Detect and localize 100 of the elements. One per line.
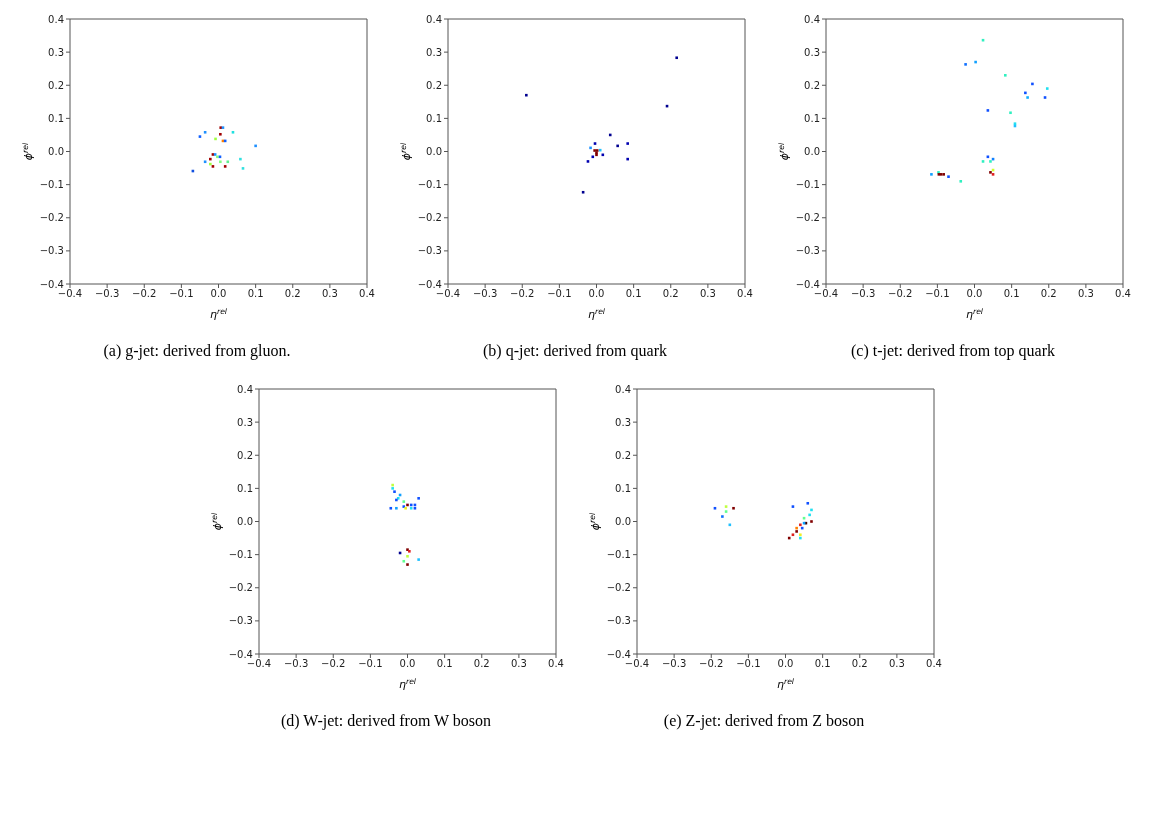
y-tick-label: 0.2 bbox=[426, 79, 442, 91]
x-axis-title: η$^{rel}$ bbox=[965, 306, 984, 321]
x-tick-label: 0.4 bbox=[1115, 288, 1131, 300]
x-tick-label: 0.4 bbox=[926, 658, 942, 670]
x-tick-label: −0.4 bbox=[57, 288, 83, 300]
y-tick-label: 0.4 bbox=[615, 383, 631, 395]
x-tick-label: 0.3 bbox=[510, 658, 527, 670]
x-tick-label: −0.1 bbox=[925, 288, 950, 300]
x-tick-label: 0.0 bbox=[966, 288, 983, 300]
y-tick-label: 0.2 bbox=[615, 449, 631, 461]
y-tick-label: 0.2 bbox=[237, 449, 253, 461]
point bbox=[1004, 74, 1007, 77]
point bbox=[626, 142, 629, 145]
y-tick-label: 0.2 bbox=[804, 79, 820, 91]
y-tick-label: 0.0 bbox=[237, 516, 253, 528]
y-tick-label: 0.4 bbox=[237, 383, 253, 395]
point bbox=[675, 56, 678, 60]
y-tick-label: −0.4 bbox=[795, 278, 820, 290]
x-tick-label: 0.3 bbox=[888, 658, 905, 670]
x-tick-label: −0.1 bbox=[736, 658, 761, 670]
y-tick-label: 0.2 bbox=[48, 79, 64, 91]
x-tick-label: −0.3 bbox=[661, 658, 687, 670]
x-tick-label: 0.1 bbox=[436, 658, 453, 670]
y-tick-label: 0.4 bbox=[426, 13, 442, 25]
x-tick-label: 0.2 bbox=[1040, 288, 1057, 300]
y-tick-label: −0.3 bbox=[417, 245, 442, 257]
point bbox=[806, 501, 810, 505]
y-tick-label: 0.0 bbox=[48, 146, 64, 158]
x-tick-label: −0.2 bbox=[699, 658, 724, 670]
text: (c) t-jet: derived from top quark bbox=[850, 342, 1056, 360]
y-tick-label: 0.1 bbox=[237, 482, 253, 494]
x-tick-label: −0.4 bbox=[246, 658, 272, 670]
point bbox=[732, 506, 735, 510]
x-tick-label: −0.3 bbox=[850, 288, 876, 300]
x-tick-label: 0.1 bbox=[625, 288, 642, 300]
x-tick-label: 0.2 bbox=[851, 658, 868, 670]
y-tick-label: 0.3 bbox=[804, 46, 820, 58]
x-tick-label: −0.4 bbox=[435, 288, 461, 300]
x-tick-label: −0.1 bbox=[547, 288, 572, 300]
x-tick-label: 0.3 bbox=[699, 288, 716, 300]
point bbox=[1026, 96, 1029, 99]
y-tick-label: 0.0 bbox=[804, 146, 820, 158]
point bbox=[1009, 111, 1012, 115]
x-tick-label: −0.3 bbox=[94, 288, 120, 300]
text: (e) Z-jet: derived from Z boson bbox=[662, 712, 866, 730]
y-tick-label: 0.4 bbox=[48, 13, 64, 25]
x-tick-label: 0.0 bbox=[777, 658, 794, 670]
y-tick-label: −0.2 bbox=[795, 212, 820, 224]
text: (a) g-jet: derived from gluon. bbox=[102, 342, 292, 360]
y-tick-label: −0.3 bbox=[795, 245, 820, 257]
x-axis-title: η$^{rel}$ bbox=[209, 306, 228, 321]
x-tick-label: −0.1 bbox=[358, 658, 383, 670]
point bbox=[1045, 87, 1049, 90]
y-tick-label: −0.2 bbox=[417, 212, 442, 224]
x-tick-label: −0.3 bbox=[283, 658, 309, 670]
point bbox=[721, 515, 724, 518]
x-tick-label: 0.3 bbox=[321, 288, 338, 300]
point bbox=[406, 563, 409, 566]
y-tick-label: 0.3 bbox=[426, 46, 442, 58]
y-tick-label: −0.1 bbox=[417, 179, 442, 191]
x-tick-label: 0.2 bbox=[473, 658, 490, 670]
y-tick-label: −0.2 bbox=[606, 582, 631, 594]
y-tick-label: 0.1 bbox=[804, 112, 820, 124]
x-tick-label: −0.2 bbox=[321, 658, 346, 670]
point bbox=[959, 180, 963, 183]
x-tick-label: −0.4 bbox=[624, 658, 650, 670]
point bbox=[395, 506, 398, 510]
x-axis-title: η$^{rel}$ bbox=[398, 676, 417, 691]
point bbox=[964, 63, 967, 66]
y-tick-label: −0.4 bbox=[606, 648, 631, 660]
y-tick-label: −0.3 bbox=[228, 615, 253, 627]
x-tick-label: 0.2 bbox=[284, 288, 301, 300]
point bbox=[417, 497, 420, 500]
x-tick-label: −0.2 bbox=[888, 288, 913, 300]
y-tick-label: −0.4 bbox=[417, 278, 442, 290]
x-tick-label: 0.3 bbox=[1077, 288, 1094, 300]
point bbox=[219, 160, 222, 164]
y-tick-label: 0.3 bbox=[48, 46, 64, 58]
x-tick-label: 0.1 bbox=[1003, 288, 1020, 300]
point bbox=[795, 530, 798, 533]
x-axis-title: η$^{rel}$ bbox=[587, 306, 606, 321]
x-tick-label: 0.1 bbox=[247, 288, 264, 300]
y-tick-label: 0.0 bbox=[426, 146, 442, 158]
x-tick-label: 0.1 bbox=[814, 658, 831, 670]
point bbox=[402, 559, 406, 563]
point bbox=[930, 173, 933, 176]
point bbox=[389, 506, 393, 510]
point bbox=[219, 132, 222, 136]
y-tick-label: −0.3 bbox=[39, 245, 64, 257]
y-tick-label: −0.1 bbox=[606, 549, 631, 561]
text: (b) q-jet: derived from quark bbox=[482, 342, 668, 360]
y-tick-label: −0.3 bbox=[606, 615, 631, 627]
text: (d) W-jet: derived from W boson bbox=[279, 712, 493, 730]
x-tick-label: −0.4 bbox=[813, 288, 839, 300]
x-tick-label: −0.2 bbox=[132, 288, 157, 300]
x-tick-label: −0.2 bbox=[510, 288, 535, 300]
point bbox=[406, 554, 409, 558]
y-tick-label: 0.3 bbox=[237, 416, 253, 428]
y-tick-label: 0.1 bbox=[615, 482, 631, 494]
y-tick-label: 0.1 bbox=[48, 112, 64, 124]
